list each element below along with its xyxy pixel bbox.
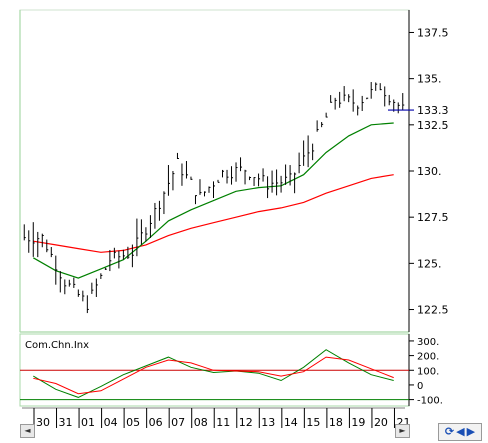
osc-series-line xyxy=(33,356,394,395)
price-tick-label: 137.5 xyxy=(417,26,449,39)
date-label: 11 xyxy=(216,416,230,429)
price-tick-label: 130. xyxy=(417,165,442,178)
ma-short-path xyxy=(33,122,394,279)
price-tick-label: 135. xyxy=(417,73,442,86)
osc-tick-label: 100. xyxy=(417,366,439,377)
date-label: 05 xyxy=(126,416,140,429)
date-label: 14 xyxy=(284,416,298,429)
osc-tick-label: 0 xyxy=(417,381,423,392)
scroll-left-button[interactable]: ◄ xyxy=(20,424,35,438)
date-label: 01 xyxy=(81,416,95,429)
indicator-label: Com.Chn.Inx xyxy=(25,340,89,351)
last-price-marker: 133.3 xyxy=(388,104,449,117)
date-label: 15 xyxy=(306,416,320,429)
price-tick-label: 132.5 xyxy=(417,119,449,132)
osc-tick-label: 200. xyxy=(417,352,439,363)
price-y-axis: 137.5 135. 132.5 130. 127.5 125. 122.5 xyxy=(409,26,449,317)
date-label: 13 xyxy=(261,416,275,429)
scroll-right-button[interactable]: ► xyxy=(395,424,410,438)
price-panel: 137.5 135. 132.5 130. 127.5 125. 122.5 133.3 xyxy=(19,9,449,333)
price-tick-label: 127.5 xyxy=(417,211,449,224)
date-label: 18 xyxy=(329,416,343,429)
refresh-icon[interactable]: ⟳ xyxy=(444,425,455,438)
date-label: 31 xyxy=(59,416,73,429)
nav-right-button[interactable]: ▶ xyxy=(466,425,476,438)
oscillator-y-axis: 300. 200. 100. 0 -100. xyxy=(409,337,443,407)
ma-long-path xyxy=(33,174,394,253)
oscillator-series xyxy=(33,349,394,398)
nav-left-button[interactable]: ◀ xyxy=(456,425,465,438)
osc-series-line xyxy=(33,349,394,398)
date-label: 20 xyxy=(374,416,388,429)
ohlc-bars xyxy=(23,82,405,314)
osc-tick-label: 300. xyxy=(417,337,439,348)
date-label: 12 xyxy=(239,416,253,429)
navigation-controls: ⟳ ◀ ▶ xyxy=(438,423,482,441)
ma-short-line xyxy=(33,122,394,279)
date-axis: 30 31 01 04 05 06 07 08 11 12 13 14 15 18 19 20 21 xyxy=(22,407,410,429)
osc-tick-label: -100. xyxy=(417,396,443,407)
date-label: 08 xyxy=(194,416,208,429)
date-label: 06 xyxy=(149,416,163,429)
oscillator-panel: Com.Chn.Inx 300. 200. 100. 0 -100. xyxy=(19,333,443,407)
last-price-label: 133.3 xyxy=(417,104,449,117)
ma-long-line xyxy=(33,174,394,253)
date-label: 04 xyxy=(104,416,118,429)
price-tick-label: 125. xyxy=(417,257,442,270)
price-tick-label: 122.5 xyxy=(417,304,449,317)
date-label: 19 xyxy=(351,416,365,429)
date-label: 30 xyxy=(36,416,50,429)
date-label: 07 xyxy=(171,416,185,429)
